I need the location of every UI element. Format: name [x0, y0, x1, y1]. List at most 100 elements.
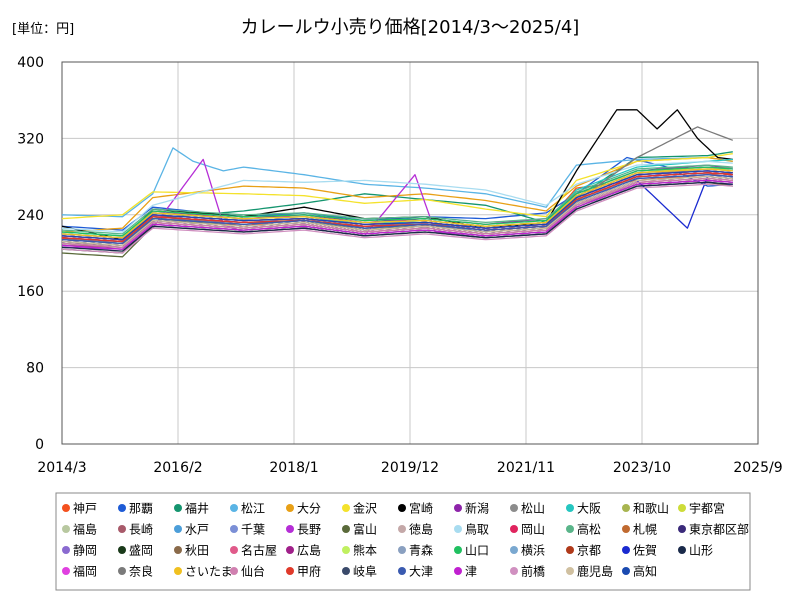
legend-label: 神戸	[73, 502, 97, 516]
legend-label: 仙台	[241, 564, 265, 579]
legend-marker	[566, 567, 574, 575]
legend-marker	[118, 525, 126, 533]
x-axis: 2014/3 2016/2 2018/1 2019/12 2021/11 2023/10 2…	[37, 460, 782, 476]
series-line	[61, 164, 733, 235]
legend-marker	[174, 546, 182, 554]
legend-label: 鹿児島	[577, 564, 613, 579]
legend-label: 金沢	[353, 501, 377, 516]
x-tick-label: 2018/1	[269, 460, 318, 476]
legend-label: 前橋	[521, 564, 545, 579]
legend-marker	[62, 567, 70, 575]
legend-label: 高松	[577, 522, 601, 537]
legend-label: 奈良	[129, 564, 153, 579]
legend-marker	[118, 567, 126, 575]
legend-label: 横浜	[521, 544, 545, 558]
series-line	[61, 160, 733, 233]
legend-marker	[622, 504, 630, 512]
series-line	[61, 179, 733, 250]
legend-label: 鳥取	[465, 522, 489, 537]
legend-label: 徳島	[409, 522, 433, 537]
legend-marker	[398, 567, 406, 575]
legend-marker	[678, 504, 686, 512]
legend-marker	[342, 567, 350, 575]
series-line	[61, 172, 733, 243]
legend-label: 宇都宮	[689, 501, 725, 516]
legend-marker	[566, 525, 574, 533]
series-line	[61, 166, 733, 237]
legend-label: 青森	[409, 543, 433, 558]
legend-marker	[510, 546, 518, 554]
legend-marker	[510, 504, 518, 512]
legend-label: 水戸	[185, 523, 209, 537]
legend-marker	[230, 546, 238, 554]
legend-marker	[118, 546, 126, 554]
legend-marker	[454, 504, 462, 512]
legend-marker	[398, 525, 406, 533]
series-line	[61, 168, 733, 239]
series-line	[61, 156, 733, 231]
legend-marker	[286, 546, 294, 554]
legend-label: 大阪	[577, 502, 601, 516]
legend-label: 京都	[577, 544, 601, 558]
legend-label: 名古屋	[241, 543, 277, 558]
series-line	[61, 172, 733, 243]
series-line	[61, 172, 733, 243]
x-tick-label: 2021/11	[497, 460, 555, 476]
legend-marker	[342, 546, 350, 554]
legend-label: 佐賀	[633, 544, 657, 558]
series-line	[61, 177, 733, 248]
chart-title: カレールウ小売り価格[2014/3～2025/4]	[241, 17, 580, 38]
legend-marker	[678, 546, 686, 554]
y-tick-label: 400	[17, 55, 44, 71]
legend-marker	[566, 504, 574, 512]
legend-label: 静岡	[73, 544, 97, 558]
legend-label: 津	[465, 565, 477, 579]
legend-label: 富山	[353, 522, 377, 537]
legend-marker	[454, 567, 462, 575]
legend-marker	[230, 525, 238, 533]
series-line	[61, 172, 733, 243]
y-tick-label: 0	[35, 437, 44, 453]
legend-label: 岡山	[521, 523, 545, 537]
legend-marker	[454, 525, 462, 533]
legend-label: 千葉	[241, 523, 265, 537]
legend-marker	[62, 525, 70, 533]
series-line	[61, 175, 733, 247]
legend-marker	[622, 546, 630, 554]
legend-label: 甲府	[297, 564, 321, 579]
legend-marker	[398, 546, 406, 554]
legend-label: 宮崎	[409, 501, 433, 516]
legend-marker	[286, 525, 294, 533]
legend-marker	[454, 546, 462, 554]
series-line	[61, 170, 733, 241]
legend-label: 秋田	[185, 544, 209, 558]
legend-label: 福岡	[73, 564, 97, 579]
series-line	[61, 153, 733, 220]
legend-label: 長崎	[129, 523, 153, 537]
legend-label: 山口	[465, 544, 489, 558]
series-line	[61, 174, 733, 245]
x-tick-label: 2025/9	[733, 460, 782, 476]
series-line	[61, 181, 733, 252]
legend-marker	[62, 546, 70, 554]
series-lines	[61, 109, 734, 258]
x-tick-label: 2014/3	[37, 460, 86, 476]
legend-marker	[230, 567, 238, 575]
legend-label: 熊本	[353, 543, 377, 558]
legend-label: 大分	[297, 502, 321, 516]
y-tick-label: 240	[17, 208, 44, 224]
legend-marker	[174, 504, 182, 512]
legend-marker	[286, 567, 294, 575]
legend-label: 札幌	[633, 522, 657, 537]
grid	[62, 61, 758, 445]
legend-marker	[174, 567, 182, 575]
legend-label: 和歌山	[633, 501, 669, 516]
series-line	[61, 147, 733, 218]
y-tick-label: 320	[17, 131, 44, 147]
legend-label: 東京都区部	[689, 522, 749, 537]
legend-marker	[566, 546, 574, 554]
legend-marker	[286, 504, 294, 512]
legend-label: さいたま	[185, 565, 233, 579]
legend-label: 岐阜	[353, 565, 377, 579]
legend-marker	[342, 525, 350, 533]
